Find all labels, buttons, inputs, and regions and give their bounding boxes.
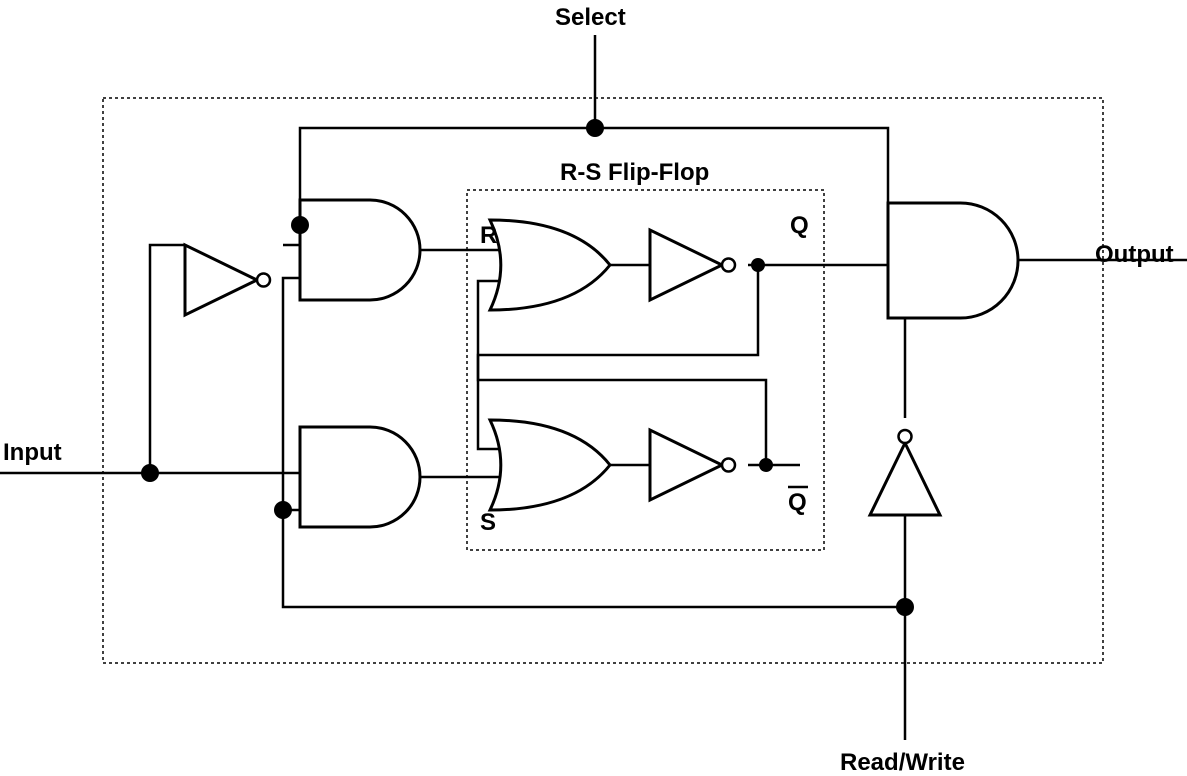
not-input-top-gate [185, 245, 270, 315]
or-bottom-gate [490, 420, 610, 510]
circuit-diagram: Select Input Output Read/Write R-S Flip-… [0, 0, 1187, 776]
junction-node [141, 464, 159, 482]
gates [185, 200, 1018, 527]
junction-node [896, 598, 914, 616]
select-label: Select [555, 4, 626, 31]
junction-node [274, 501, 292, 519]
junction-nodes [141, 119, 914, 616]
junction-node [586, 119, 604, 137]
wire-rw-left-up-top [283, 278, 300, 510]
junction-node [291, 216, 309, 234]
wire-input-to-not [150, 245, 185, 473]
junction-node [759, 458, 773, 472]
output-label: Output [1095, 241, 1174, 268]
s-label: S [480, 509, 496, 536]
and-bottom-gate [300, 427, 420, 527]
qbar-label: Q [788, 489, 807, 516]
not-readwrite-gate [870, 430, 940, 515]
wires [0, 35, 1187, 740]
junction-node [751, 258, 765, 272]
and-top-gate [300, 200, 420, 300]
not-q-bottom-gate [650, 430, 735, 500]
or-top-gate [490, 220, 610, 310]
and-output-gate [888, 203, 1018, 318]
input-label: Input [3, 439, 62, 466]
rs-flipflop-label: R-S Flip-Flop [560, 159, 709, 186]
r-label: R [480, 222, 497, 249]
readwrite-label: Read/Write [840, 749, 965, 776]
q-label: Q [790, 212, 809, 239]
not-q-top-gate [650, 230, 735, 300]
